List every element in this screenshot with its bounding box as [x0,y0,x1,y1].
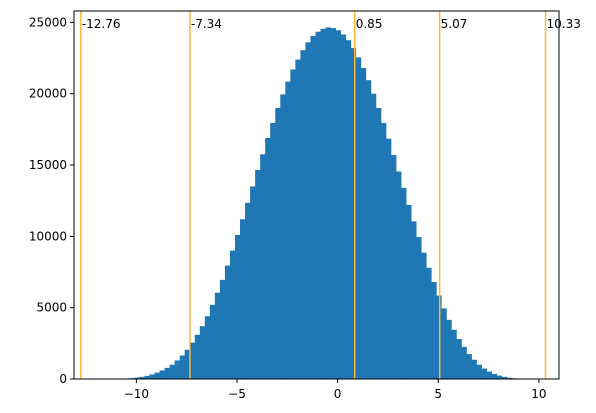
histogram-bar [224,265,231,379]
y-tick-label: 25000 [29,15,67,29]
histogram-bar [310,35,316,380]
histogram-bar [330,28,337,380]
histogram-bar [451,329,457,379]
y-tick-label: 0 [59,372,67,386]
histogram-bar [401,187,407,379]
y-tick-label: 10000 [29,229,67,243]
histogram-bar [441,308,447,379]
histogram-bar [411,221,417,379]
x-tick-label: 10 [531,387,546,401]
x-tick-label: 5 [434,387,442,401]
histogram-bar [360,68,367,380]
histogram-bar [365,80,372,380]
x-tick-label: −5 [228,387,246,401]
histogram-bar [350,48,357,380]
plot-frame [73,10,560,380]
histogram-bar [174,360,181,379]
reference-line-label: -12.76 [82,17,121,31]
histogram-bar [164,367,170,379]
histogram-bar [406,204,412,379]
histogram-bar [255,170,261,379]
histogram-bar [471,359,477,379]
histogram-bar [144,375,150,379]
annotation-labels-layer: -12.76 -7.34 0.85 5.07 10.33 [82,17,581,31]
x-tick-label: 0 [334,387,342,401]
histogram-bar [320,28,326,380]
histogram-bar [260,154,266,379]
x-tick-label: −10 [124,387,149,401]
y-tick-label: 5000 [36,301,67,315]
histogram-bar [134,377,140,379]
histogram-bar [250,186,256,379]
histogram-bar [416,237,422,379]
histogram-bar [179,355,186,379]
histogram-bar [199,326,206,379]
histogram-bar [390,155,397,379]
histogram-bar [501,376,508,379]
histogram-bar [305,42,311,379]
histogram-bar [486,371,492,379]
reference-lines-layer [80,11,547,379]
histogram-bar [169,364,176,379]
reference-line-label: 5.07 [441,17,468,31]
histogram-bar [461,346,467,379]
histogram-bar [395,171,402,379]
histogram-bar [506,377,513,379]
histogram-bar [335,30,342,379]
histogram-bar [345,40,352,380]
histogram-bar [340,34,347,379]
reference-line-label: 0.85 [356,17,383,31]
histogram-bar [456,339,462,379]
reference-line-label: -7.34 [191,17,222,31]
histogram-bar [466,354,472,379]
histogram-bar [426,267,432,379]
histogram-bar [491,373,498,379]
histogram-bar [149,374,155,379]
histogram-bar [355,57,362,380]
histogram-bar [446,319,452,379]
histogram-bar [280,94,286,379]
histogram-bar [184,349,191,379]
histogram-bar [245,202,251,379]
histogram-bar [209,304,216,379]
y-tick-label: 15000 [29,158,67,172]
histogram-bar [325,27,331,380]
histogram-bar [214,292,221,379]
histogram-bar [194,334,201,379]
histogram-bar [370,93,377,379]
histogram-bar [380,122,387,379]
histogram-bar [476,364,482,379]
histogram-bar [265,137,271,379]
histogram-bar [240,219,246,379]
histogram-bar [481,368,487,379]
histogram-bar [421,252,427,379]
histogram-bar [300,50,306,379]
histogram-bar [159,370,165,379]
y-tick-label: 20000 [29,87,67,101]
bars-layer [114,27,533,380]
histogram-bar [315,31,321,380]
histogram-bar [189,342,196,379]
axes-layer: −10 −5 0 5 10 0 5000 10000 15000 20000 25000 [29,10,560,401]
histogram-bar [154,372,160,379]
histogram-bar [204,316,211,379]
reference-line-label: 10.33 [547,17,581,31]
histogram-bar [270,122,276,379]
histogram-bar [229,250,236,379]
histogram-bar [290,69,296,379]
histogram-bar [219,279,226,379]
histogram-bar [375,107,382,380]
histogram-bar [235,234,241,379]
histogram-bar [431,282,437,379]
histogram-bar [285,81,291,379]
histogram-bar [496,375,503,379]
histogram-bar [139,376,145,379]
histogram-bar [385,138,392,379]
histogram-bar [275,107,281,380]
histogram-bar [295,59,301,379]
